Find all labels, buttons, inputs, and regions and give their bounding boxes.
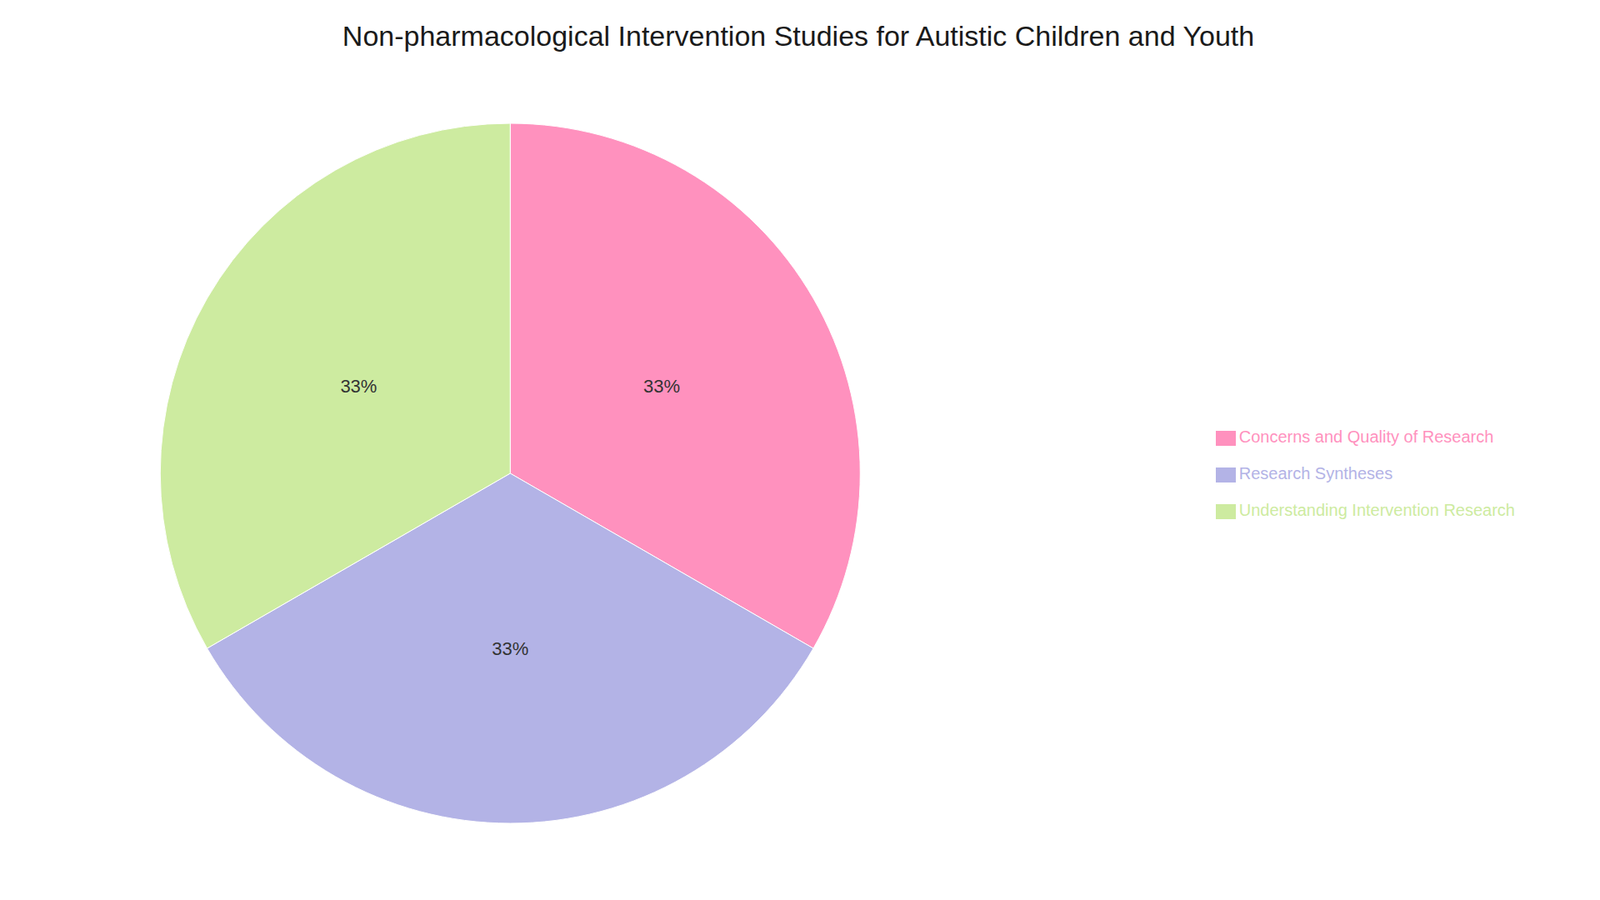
svg-text:33%: 33% [491,638,529,660]
html-text:Non-pharmacological Interventi: Non-pharmacological Intervention Studies… [342,20,1255,52]
html-text:Understanding Intervention Res: Understanding Intervention Research [1238,500,1515,520]
svg-text:33%: 33% [340,375,377,397]
html-text:Research Syntheses: Research Syntheses [1238,464,1393,483]
html-text:Concerns and Quality of Resear: Concerns and Quality of Research [1238,427,1494,446]
svg-text:33%: 33% [643,375,680,397]
